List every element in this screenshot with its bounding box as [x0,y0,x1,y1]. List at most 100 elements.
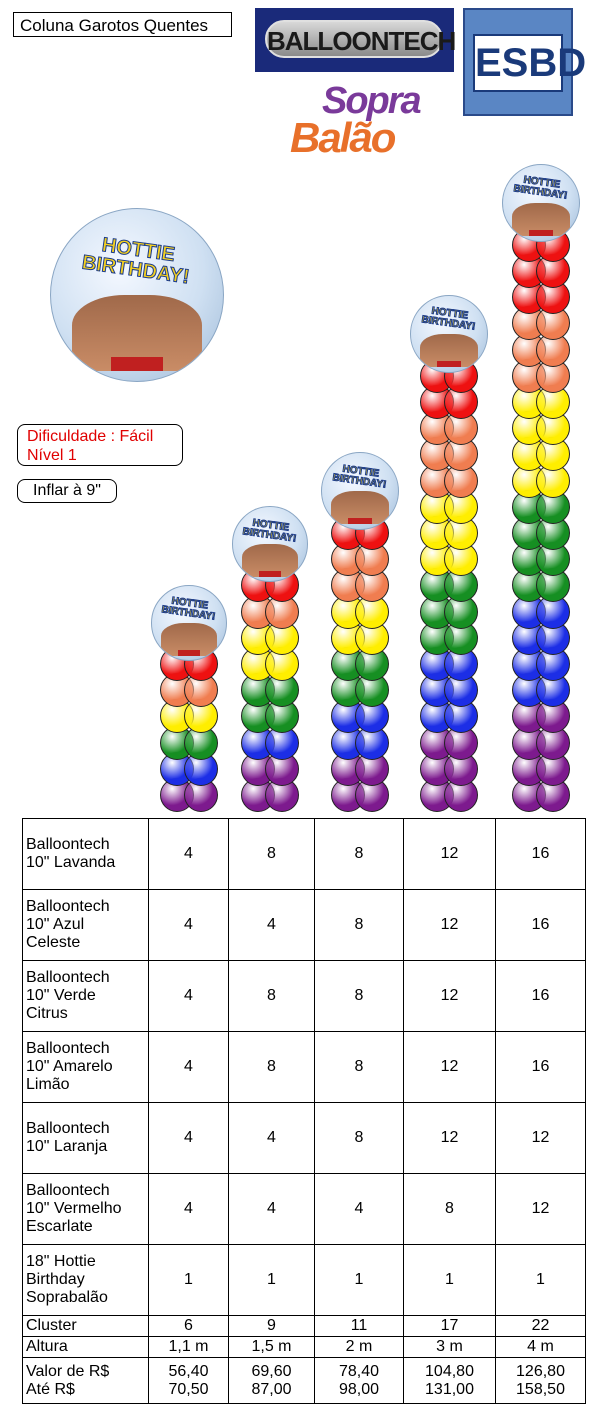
label-line: 10" Lavanda [26,854,116,871]
materials-table: Balloontech 10" Lavanda 4 8 8 12 16 Balloontech… [22,818,586,1404]
label-line: Celeste [26,934,81,951]
table-row: Balloontech 10" Amarelo Limão 4 8 8 12 16 [22,1031,586,1103]
hottie-birthday-foil-balloon: HOTTIE BIRTHDAY! [410,294,488,373]
label-line: Balloontech [26,1120,110,1137]
price-cell: 78,40 98,00 [314,1357,404,1404]
price-cell: 104,80 131,00 [403,1357,496,1404]
label-line: Balloontech [26,1040,110,1057]
table-cell: 4 [228,889,315,961]
label-line: Escarlate [26,1218,93,1235]
label-line: 69,60 [251,1362,292,1380]
table-cell: 8 [403,1173,496,1245]
label-line: 70,50 [168,1380,209,1398]
foil-balloon-picture [71,295,203,371]
hottie-birthday-foil-balloon: HOTTIE BIRTHDAY! [50,208,224,382]
price-cell: 69,60 87,00 [228,1357,315,1404]
table-cell: 12 [495,1102,586,1174]
table-cell: 12 [403,1102,496,1174]
label-line: Balloontech [26,898,110,915]
table-cell: 12 [495,1173,586,1245]
label-line: Limão [26,1076,70,1093]
label-line: 104,80 [425,1362,474,1380]
table-row: Balloontech 10" Azul Celeste 4 4 8 12 16 [22,889,586,961]
label-line: Balloontech [26,1182,110,1199]
label-line: Citrus [26,1005,68,1022]
table-cell: 8 [314,1102,404,1174]
table-cell: 16 [495,1031,586,1103]
balloon [536,254,570,288]
esbd-logo: ESBD [463,8,586,116]
row-label: Balloontech 10" Laranja [22,1102,149,1174]
table-cell: 4 [148,1102,229,1174]
row-label: Balloontech 10" Amarelo Limão [22,1031,149,1103]
table-row: 18" Hottie Birthday Soprabalão 1 1 1 1 1 [22,1244,586,1316]
table-cell: 12 [403,889,496,961]
hottie-birthday-foil-balloon: HOTTIE BIRTHDAY! [151,585,227,661]
altura-label: Altura [22,1336,149,1358]
table-cell: 12 [403,1031,496,1103]
balloontech-logo-text: BALLOONTECH [267,26,456,56]
balloon [444,725,478,760]
table-cell: 22 [495,1315,586,1337]
foil-balloon-picture [160,623,218,656]
cluster-label: Cluster [22,1315,149,1337]
table-cell: 17 [403,1315,496,1337]
label-line: 158,50 [516,1380,565,1398]
label-line: 10" Amarelo [26,1058,113,1075]
label-line: Até R$ [26,1380,75,1398]
difficulty-box: Dificuldade : Fácil Nível 1 [17,424,183,466]
label-line: 126,80 [516,1362,565,1380]
label-line: Soprabalão [26,1289,108,1306]
table-cell: 16 [495,889,586,961]
sopra-logo-line2: Balão [290,114,396,161]
table-cell: 8 [228,818,315,890]
table-cell: 4 m [495,1336,586,1358]
table-cell: 8 [314,889,404,961]
table-cell: 3 m [403,1336,496,1358]
label-line: Valor de R$ [26,1362,110,1380]
foil-balloon-text: HOTTIE BIRTHDAY! [160,595,216,623]
hottie-birthday-foil-balloon: HOTTIE BIRTHDAY! [321,452,399,530]
label-line: 98,00 [338,1380,380,1398]
table-row: Balloontech 10" Vermelho Escarlate 4 4 4 8 12 [22,1173,586,1245]
foil-balloon-text: HOTTIE BIRTHDAY! [241,517,297,545]
foil-balloon-text: HOTTIE BIRTHDAY! [420,306,476,334]
difficulty-text: Dificuldade : Fácil [27,428,154,445]
table-cell: 4 [148,1173,229,1245]
table-cell: 16 [495,818,586,890]
table-cell: 1,5 m [228,1336,315,1358]
foil-balloon-text: HOTTIE BIRTHDAY! [80,234,191,289]
table-cell: 8 [314,818,404,890]
table-row-price: Valor de R$ Até R$ 56,40 70,50 69,60 87,00 78,… [22,1357,586,1404]
table-row-cluster: Cluster 6 9 11 17 22 [22,1315,586,1337]
table-row: Balloontech 10" Verde Citrus 4 8 8 12 16 [22,960,586,1032]
table-cell: 8 [314,960,404,1032]
label-line: 10" Verde [26,987,96,1004]
label-line: 10" Laranja [26,1138,108,1155]
table-cell: 4 [148,1031,229,1103]
page-title: Coluna Garotos Quentes [13,12,232,37]
balloon [444,751,478,786]
table-row: Balloontech 10" Laranja 4 4 8 12 12 [22,1102,586,1174]
row-label: 18" Hottie Birthday Soprabalão [22,1244,149,1316]
balloon [265,594,299,629]
table-cell: 2 m [314,1336,404,1358]
foil-balloon-text: HOTTIE BIRTHDAY! [331,463,387,491]
balloontech-logo: BALLOONTECH [255,8,456,72]
inflate-note: Inflar à 9" [17,479,117,503]
table-row: Balloontech 10" Lavanda 4 8 8 12 16 [22,818,586,890]
table-cell: 1 [403,1244,496,1316]
foil-balloon-picture [331,491,389,525]
balloon [184,751,218,786]
row-label: Balloontech 10" Verde Citrus [22,960,149,1032]
table-cell: 4 [228,1173,315,1245]
table-cell: 4 [228,1102,315,1174]
balloon [444,542,478,577]
table-cell: 16 [495,960,586,1032]
esbd-logo-text: ESBD [473,34,586,92]
table-cell: 1 [148,1244,229,1316]
label-line: 131,00 [425,1380,474,1398]
table-cell: 1,1 m [148,1336,229,1358]
foil-balloon-picture [241,544,299,577]
table-cell: 4 [148,960,229,1032]
